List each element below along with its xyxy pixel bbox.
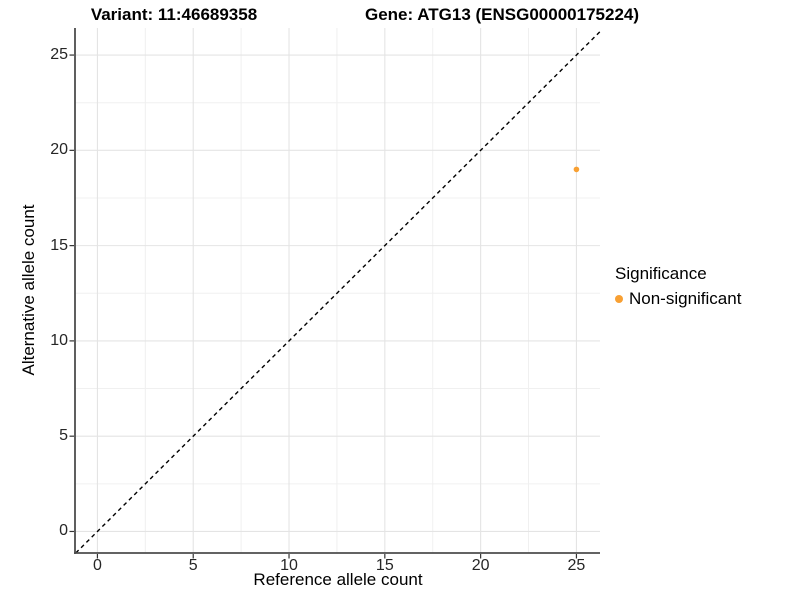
- y-axis-title: Alternative allele count: [19, 204, 38, 376]
- legend: Significance Non-significant: [615, 264, 741, 309]
- y-tick-label: 15: [50, 236, 68, 254]
- gene-title: Gene: ATG13 (ENSG00000175224): [364, 5, 640, 24]
- y-tick-label: 25: [50, 46, 68, 64]
- data-point: [573, 166, 580, 173]
- x-axis-title: Reference allele count: [253, 570, 423, 589]
- y-tick-label: 0: [59, 522, 68, 540]
- x-tick-label: 15: [375, 557, 394, 574]
- x-tick-label: 5: [188, 557, 198, 574]
- y-tick-label: 20: [50, 141, 68, 159]
- variant-title: Variant: 11:46689358: [90, 5, 258, 24]
- identity-dashed-line: [75, 31, 601, 554]
- x-tick-label: 20: [471, 557, 490, 574]
- legend-point-swatch-icon: [615, 295, 623, 303]
- legend-title: Significance: [615, 264, 707, 283]
- x-tick-label: 0: [92, 557, 102, 574]
- legend-item-label: Non-significant: [629, 289, 742, 308]
- x-tick-label: 25: [567, 557, 586, 574]
- y-tick-label: 5: [59, 427, 68, 445]
- y-tick-label: 10: [50, 331, 68, 349]
- legend-item: Non-significant: [615, 289, 741, 309]
- x-tick-label: 10: [280, 557, 298, 574]
